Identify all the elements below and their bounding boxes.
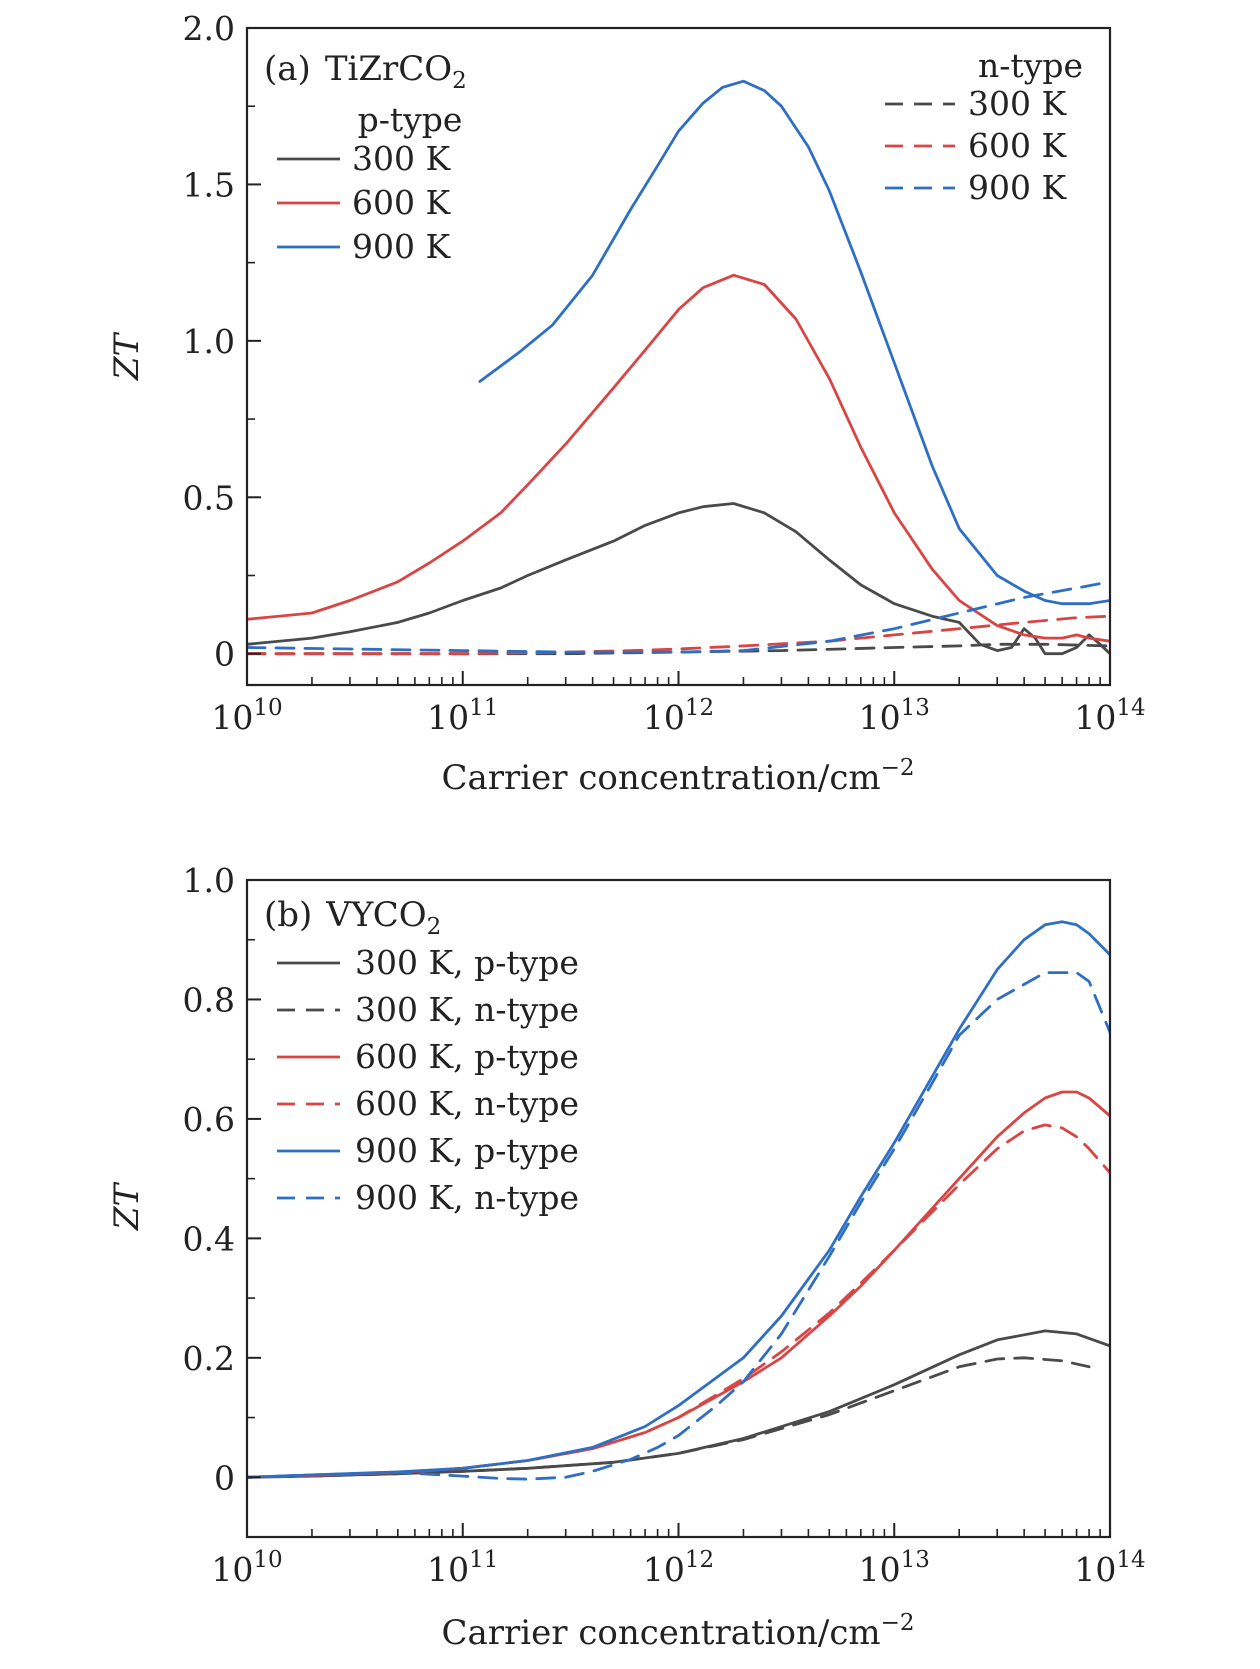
panel-b-chart: 0 0.2 0.4 0.6 0.8 1.0 1010 1011 1012 1013 1014 (b)… bbox=[107, 861, 1146, 1653]
panel-b-y-tick-label: 0.8 bbox=[183, 980, 235, 1019]
panel-a-ticks: 0 0.5 1.0 1.5 2.0 1010 1011 1012 1013 1014 bbox=[183, 9, 1146, 737]
panel-a-legend-label: 300 K bbox=[352, 139, 451, 178]
panel-b-x-tick-label: 1012 bbox=[643, 1547, 714, 1589]
panel-b-x-tick-label: 1010 bbox=[211, 1547, 282, 1589]
panel-b-series bbox=[247, 920, 1110, 1481]
panel-b-series-line-900-k-p-type bbox=[247, 920, 1110, 1479]
panel-b-x-axis-label: Carrier concentration/cm−2 bbox=[441, 1610, 914, 1653]
panel-b-x-tick-label: 1013 bbox=[859, 1547, 930, 1589]
panel-a-x-tick-label: 1010 bbox=[211, 695, 282, 737]
panel-a-y-tick-label: 1.0 bbox=[183, 322, 235, 361]
panel-b-x-tick-label: 1011 bbox=[427, 1547, 498, 1589]
panel-a-x-tick-label: 1011 bbox=[427, 695, 498, 737]
panel-a-series-line-600-k-n-type bbox=[247, 614, 1110, 656]
panel-a-legend-label: 600 K bbox=[968, 126, 1067, 165]
panel-b-y-tick-label: 0.6 bbox=[183, 1100, 235, 1139]
panel-a-legend-label: 900 K bbox=[968, 168, 1067, 207]
panel-a-y-tick-label: 1.5 bbox=[183, 165, 235, 204]
panel-a-y-tick-label: 0 bbox=[214, 635, 235, 674]
panel-b-legend-label: 600 K, p-type bbox=[355, 1037, 579, 1076]
panel-b-legend-label: 300 K, p-type bbox=[355, 943, 579, 982]
panel-b-title: (b) VYCO2 bbox=[264, 895, 441, 940]
panel-a-legend-label: 300 K bbox=[968, 84, 1067, 123]
panel-a-x-tick-label: 1012 bbox=[643, 695, 714, 737]
panel-a-series-line-900-k-n-type bbox=[247, 580, 1110, 654]
panel-b-series-line-300-k-n-type bbox=[247, 1356, 1091, 1479]
panel-a-legend-label: 900 K bbox=[352, 227, 451, 266]
panel-a-series bbox=[247, 79, 1110, 656]
panel-a-x-tick-label: 1013 bbox=[859, 695, 930, 737]
legend-title-n-type: n-type bbox=[978, 46, 1083, 85]
panel-b-legend-label: 600 K, n-type bbox=[355, 1084, 579, 1123]
panel-a-y-tick-label: 2.0 bbox=[183, 9, 235, 48]
panel-b-y-tick-label: 0.2 bbox=[183, 1339, 235, 1378]
panel-b-legend-label: 300 K, n-type bbox=[355, 990, 579, 1029]
legend-title-p-type: p-type bbox=[358, 100, 463, 139]
panel-a-series-line-600-k-p-type bbox=[247, 273, 1110, 643]
panel-a-x-tick-label: 1014 bbox=[1074, 695, 1145, 737]
panel-b-ticks: 0 0.2 0.4 0.6 0.8 1.0 1010 1011 1012 1013 1014 bbox=[183, 861, 1146, 1589]
panel-a-y-axis-label: ZT bbox=[107, 332, 147, 382]
panel-b-legend-label: 900 K, n-type bbox=[355, 1178, 579, 1217]
panel-a-legend-label: 600 K bbox=[352, 183, 451, 222]
panel-a-series-line-300-k-p-type bbox=[247, 502, 1110, 656]
panel-b-y-axis-label: ZT bbox=[107, 1182, 147, 1232]
panel-b-y-tick-label: 0.4 bbox=[183, 1219, 235, 1258]
panel-b-x-tick-label: 1014 bbox=[1074, 1547, 1145, 1589]
panel-b-legend: 300 K, p-type 300 K, n-type 600 K, p-type 6… bbox=[277, 943, 579, 1217]
panel-a-series-line-900-k-p-type bbox=[478, 79, 1110, 606]
panel-b-series-line-900-k-n-type bbox=[247, 971, 1110, 1481]
panel-b-y-tick-label: 1.0 bbox=[183, 861, 235, 900]
panel-b-y-tick-label: 0 bbox=[214, 1458, 235, 1497]
panel-a-chart: 0 0.5 1.0 1.5 2.0 1010 1011 1012 1013 1014 (a) TiZ… bbox=[107, 9, 1146, 798]
panel-b-legend-label: 900 K, p-type bbox=[355, 1131, 579, 1170]
panel-a-x-axis-label: Carrier concentration/cm−2 bbox=[441, 755, 914, 798]
panel-a-title: (a) TiZrCO2 bbox=[264, 49, 467, 94]
panel-a-y-tick-label: 0.5 bbox=[183, 478, 235, 517]
